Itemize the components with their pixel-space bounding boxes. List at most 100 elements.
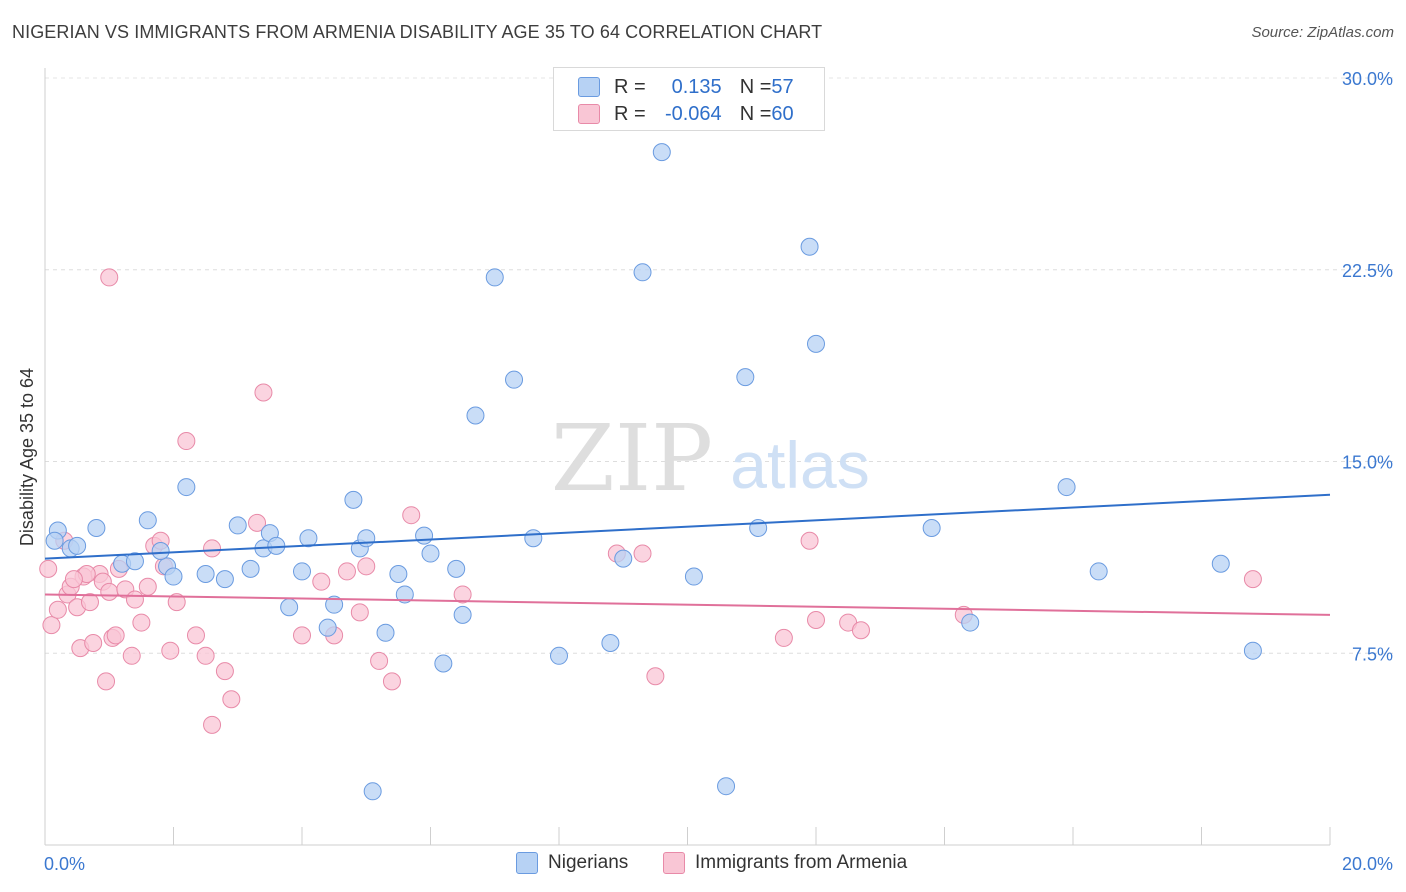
armenia-point [248, 513, 267, 532]
nigerians-point [151, 541, 170, 560]
nigerians-point [453, 605, 472, 624]
armenia-point [402, 506, 421, 525]
nigerians-point [717, 777, 736, 796]
nigerians-point [1089, 562, 1108, 581]
armenia-point [312, 572, 331, 591]
legend-swatch-pink [578, 104, 600, 124]
armenia-point [138, 577, 157, 596]
series-immigrants-from-armenia [39, 268, 1262, 734]
nigerians-point [485, 268, 504, 287]
armenia-point [1243, 570, 1262, 589]
armenia-point [851, 621, 870, 640]
nigerians-point [357, 529, 376, 548]
nigerians-point [68, 536, 87, 555]
nigerians-point [241, 559, 260, 578]
armenia-point [800, 531, 819, 550]
armenia-point [357, 557, 376, 576]
nigerians-point [1057, 478, 1076, 497]
nigerians-point [736, 368, 755, 387]
y-tick-label: 7.5% [1352, 644, 1393, 664]
nigerians-point [1243, 641, 1262, 660]
nigerians-point [524, 529, 543, 548]
series-legend: Nigerians Immigrants from Armenia [0, 852, 1406, 878]
armenia-point [215, 662, 234, 681]
armenia-point [203, 715, 222, 734]
nigerians-point [1211, 554, 1230, 573]
nigerians-point [138, 511, 157, 530]
legend-row-nigerians: R = 0.135 N = 57 [578, 74, 794, 100]
armenia-point [48, 600, 67, 619]
legend-r-value: -0.064 [664, 102, 722, 125]
nigerians-point [550, 646, 568, 665]
nigerians-point [376, 623, 395, 642]
source-label: Source: ZipAtlas.com [1251, 24, 1394, 41]
nigerians-point [505, 370, 524, 389]
armenia-point [39, 559, 58, 578]
armenia-point [370, 651, 389, 670]
nigerians-point [466, 406, 485, 425]
nigerians-point [652, 143, 671, 162]
y-axis-label: Disability Age 35 to 64 [17, 368, 37, 546]
armenia-point [84, 634, 103, 653]
legend-r-value: 0.135 [671, 75, 722, 98]
nigerians-point [215, 570, 234, 589]
legend-r-label: R = [614, 102, 646, 125]
nigerians-point [807, 334, 825, 353]
chart-title: NIGERIAN VS IMMIGRANTS FROM ARMENIA DISA… [12, 22, 823, 42]
armenia-point [122, 646, 141, 665]
armenia-point [646, 667, 665, 686]
armenia-point [350, 603, 369, 622]
nigerians-point [280, 598, 299, 617]
armenia-point [177, 432, 196, 451]
tick-labels: 7.5% 15.0% 22.5% 30.0% 0.0% 20.0% Disability A… [17, 69, 1393, 874]
legend-n-value: 57 [771, 75, 794, 98]
nigerians-point [293, 562, 311, 581]
nigerians-point [344, 490, 363, 509]
nigerians-point [415, 526, 434, 545]
armenia-point [196, 646, 215, 665]
nigerians-point [45, 531, 64, 550]
stats-legend: R = 0.135 N = 57 R = -0.064 N = 60 [553, 67, 825, 131]
watermark: ZIP atlas [551, 405, 870, 512]
legend-label-nigerians: Nigerians [548, 852, 629, 873]
nigerians-point [961, 613, 980, 632]
nigerians-point [389, 564, 408, 583]
armenia-point [100, 582, 119, 601]
y-tick-label: 30.0% [1342, 69, 1393, 89]
nigerians-point [395, 585, 414, 604]
armenia-point [167, 593, 186, 612]
armenia-point [186, 626, 205, 645]
nigerians-point [87, 518, 106, 537]
y-tick-label: 22.5% [1342, 261, 1393, 281]
nigerians-point [614, 549, 633, 568]
y-tick-label: 15.0% [1342, 453, 1393, 473]
legend-swatch-blue [578, 77, 600, 97]
nigerians-point [318, 618, 337, 637]
armenia-point [161, 641, 180, 660]
nigerians-point [363, 782, 382, 801]
armenia-point [633, 544, 652, 563]
axes [44, 68, 1331, 846]
nigerians-point [421, 544, 440, 563]
legend-r-label: R = [614, 75, 646, 98]
armenia-point [80, 593, 99, 612]
armenia-point [382, 672, 401, 691]
armenia-point [807, 611, 825, 630]
armenia-point [100, 268, 119, 287]
armenia-point [203, 539, 222, 558]
armenia-point [293, 626, 311, 645]
legend-n-label: N = [739, 102, 772, 125]
watermark-atlas: atlas [730, 428, 869, 502]
nigerians-point [164, 567, 183, 586]
nigerians-point [196, 564, 215, 583]
armenia-point [42, 616, 61, 635]
nigerians-point [177, 478, 196, 497]
trend-lines [44, 493, 1331, 616]
armenia-point [97, 672, 116, 691]
trend-line [44, 493, 1331, 560]
legend-swatch-blue [516, 852, 538, 874]
nigerians-point [447, 559, 466, 578]
legend-n-value: 60 [771, 102, 794, 125]
armenia-point [125, 590, 144, 609]
watermark-zip: ZIP [551, 405, 713, 512]
